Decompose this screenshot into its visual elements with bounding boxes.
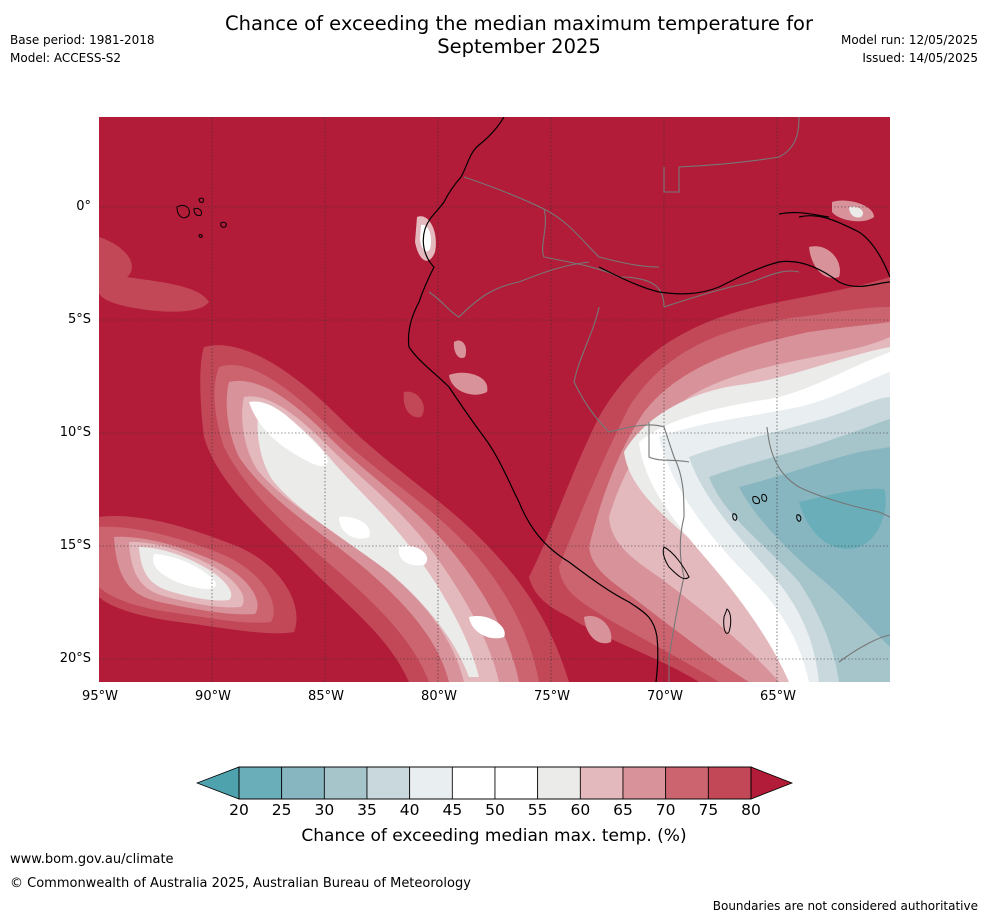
colorbar-tick-label: 65 <box>613 801 633 819</box>
colorbar-over-arrow <box>750 766 794 800</box>
colorbar <box>196 766 794 800</box>
lat-label-20s: 20°S <box>59 651 91 666</box>
colorbar-tick-label: 30 <box>314 801 335 819</box>
colorbar-segment <box>323 766 368 800</box>
colorbar-segment <box>366 766 411 800</box>
colorbar-tick-label: 75 <box>698 801 719 819</box>
colorbar-tick-label: 20 <box>229 801 249 819</box>
southwest-ocean-blob <box>99 516 297 634</box>
copyright-text: © Commonwealth of Australia 2025, Austra… <box>10 876 471 891</box>
colorbar-tick-label: 55 <box>527 801 548 819</box>
lon-label-70w: 70°W <box>647 689 683 704</box>
peru-coast-blob <box>449 372 488 395</box>
colorbar-segment <box>409 766 453 800</box>
bom-url[interactable]: www.bom.gov.au/climate <box>10 852 174 867</box>
lon-label-85w: 85°W <box>308 689 344 704</box>
northwest-ocean-blob <box>99 237 209 312</box>
inland-blob-south <box>584 616 612 644</box>
eastern-contour-region <box>529 277 890 682</box>
colorbar-under-arrow <box>196 766 240 800</box>
colorbar-tick-label: 35 <box>357 801 377 819</box>
lat-label-5s: 5°S <box>67 312 91 327</box>
colorbar-segment <box>579 766 624 800</box>
colorbar-tick-label: 40 <box>399 801 420 819</box>
lon-label-90w: 90°W <box>195 689 231 704</box>
boundaries-disclaimer: Boundaries are not considered authoritat… <box>712 899 978 913</box>
country-borders <box>428 117 890 682</box>
colorbar-segment <box>707 766 752 800</box>
model-text: Model: ACCESS-S2 <box>10 51 122 65</box>
ocean-band-region <box>200 345 569 682</box>
title-line-1: Chance of exceeding the median maximum t… <box>224 12 814 35</box>
lat-label-0: 0° <box>76 199 91 214</box>
northeast-blob-core <box>849 206 864 218</box>
lon-label-65w: 65°W <box>760 689 796 704</box>
colorbar-segments <box>238 766 752 800</box>
lon-label-95w: 95°W <box>82 689 118 704</box>
page-title: Chance of exceeding the median maximum t… <box>194 12 844 58</box>
colorbar-segment <box>665 766 709 800</box>
lon-label-80w: 80°W <box>421 689 457 704</box>
small-coastal-blob <box>453 340 467 359</box>
lat-label-15s: 15°S <box>59 538 91 553</box>
lat-label-10s: 10°S <box>59 425 91 440</box>
colorbar-segment <box>451 766 496 800</box>
model-run-text: Model run: 12/05/2025 <box>840 33 978 47</box>
colorbar-segment <box>622 766 667 800</box>
colorbar-label: Chance of exceeding median max. temp. (%… <box>301 826 687 846</box>
lon-label-75w: 75°W <box>534 689 570 704</box>
colorbar-segment <box>281 766 325 800</box>
colorbar-frame <box>238 766 752 800</box>
colorbar-tick-label: 70 <box>655 801 676 819</box>
colorbar-tick-label: 50 <box>485 801 505 819</box>
colorbar-tick-label: 60 <box>570 801 591 819</box>
inland-lakes <box>662 494 802 634</box>
offshore-blob <box>403 391 424 418</box>
base-period-text: Base period: 1981-2018 <box>10 33 155 47</box>
probability-map <box>99 117 890 682</box>
title-line-2: September 2025 <box>437 35 601 58</box>
colorbar-segment <box>238 766 283 800</box>
galapagos-islands <box>176 197 227 238</box>
graticule <box>99 117 890 682</box>
colorbar-tick-label: 25 <box>271 801 292 819</box>
colorbar-tick-label: 80 <box>741 801 761 819</box>
issued-text: Issued: 14/05/2025 <box>862 51 978 65</box>
colorbar-segment <box>537 766 581 800</box>
coastal-hotspot-core <box>420 224 431 252</box>
amazon-blob <box>809 246 840 278</box>
colorbar-tick-label: 45 <box>442 801 463 819</box>
coastline <box>407 117 890 682</box>
colorbar-segment <box>494 766 539 800</box>
